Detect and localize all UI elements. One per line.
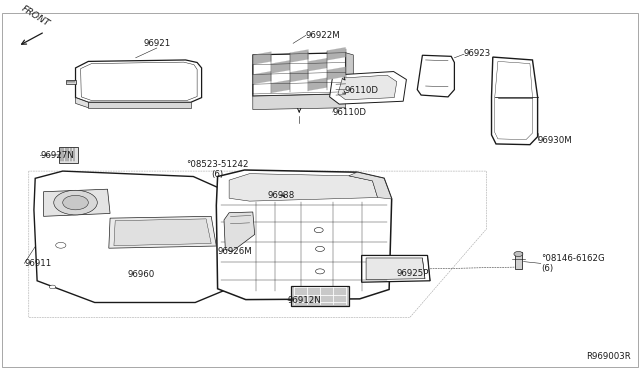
FancyBboxPatch shape <box>291 286 349 306</box>
Circle shape <box>316 269 324 274</box>
Polygon shape <box>76 97 88 108</box>
Polygon shape <box>330 71 406 104</box>
Text: FRONT: FRONT <box>19 4 51 28</box>
Circle shape <box>316 246 324 251</box>
Polygon shape <box>224 212 255 252</box>
Text: 96922M: 96922M <box>306 31 340 40</box>
Polygon shape <box>216 170 392 299</box>
Circle shape <box>63 195 88 210</box>
Circle shape <box>514 251 523 257</box>
Text: °08523-51242
(6): °08523-51242 (6) <box>186 160 249 179</box>
Polygon shape <box>327 47 346 60</box>
Polygon shape <box>271 80 290 93</box>
Polygon shape <box>362 256 430 282</box>
Polygon shape <box>229 174 378 201</box>
Polygon shape <box>59 147 78 163</box>
Polygon shape <box>76 60 202 102</box>
Circle shape <box>314 228 323 232</box>
Text: 96912N: 96912N <box>288 296 322 305</box>
Polygon shape <box>253 53 346 96</box>
FancyBboxPatch shape <box>2 13 638 366</box>
Text: 96921: 96921 <box>143 39 170 48</box>
Polygon shape <box>492 57 538 145</box>
Polygon shape <box>253 52 271 65</box>
Text: °08146-6162G
(6): °08146-6162G (6) <box>541 254 605 273</box>
Polygon shape <box>417 55 454 97</box>
Polygon shape <box>327 67 346 80</box>
Polygon shape <box>290 69 308 82</box>
Text: 96927N: 96927N <box>40 151 74 160</box>
Polygon shape <box>66 80 76 84</box>
Polygon shape <box>271 60 290 73</box>
Polygon shape <box>114 219 211 246</box>
Text: 96930M: 96930M <box>538 136 572 145</box>
Polygon shape <box>366 258 425 280</box>
Polygon shape <box>44 189 110 217</box>
Polygon shape <box>253 94 346 109</box>
Polygon shape <box>349 172 392 199</box>
Circle shape <box>54 190 97 215</box>
Polygon shape <box>290 49 308 62</box>
FancyBboxPatch shape <box>515 252 522 269</box>
Text: 96110D: 96110D <box>333 108 367 116</box>
Text: R969003R: R969003R <box>586 352 630 361</box>
Text: 96911: 96911 <box>24 259 52 268</box>
Polygon shape <box>338 75 397 100</box>
Polygon shape <box>346 53 353 103</box>
Polygon shape <box>34 171 225 302</box>
Text: 96925P: 96925P <box>397 269 429 278</box>
Text: 96110D: 96110D <box>344 86 378 95</box>
Polygon shape <box>253 71 271 84</box>
Circle shape <box>56 243 66 248</box>
Circle shape <box>49 285 56 289</box>
Polygon shape <box>308 78 327 91</box>
Text: 96938: 96938 <box>268 191 295 200</box>
Text: 96923: 96923 <box>464 49 492 58</box>
Polygon shape <box>109 217 216 248</box>
Text: 96926M: 96926M <box>218 247 252 256</box>
Polygon shape <box>308 58 327 71</box>
Polygon shape <box>88 102 191 108</box>
Text: 96960: 96960 <box>128 270 156 279</box>
